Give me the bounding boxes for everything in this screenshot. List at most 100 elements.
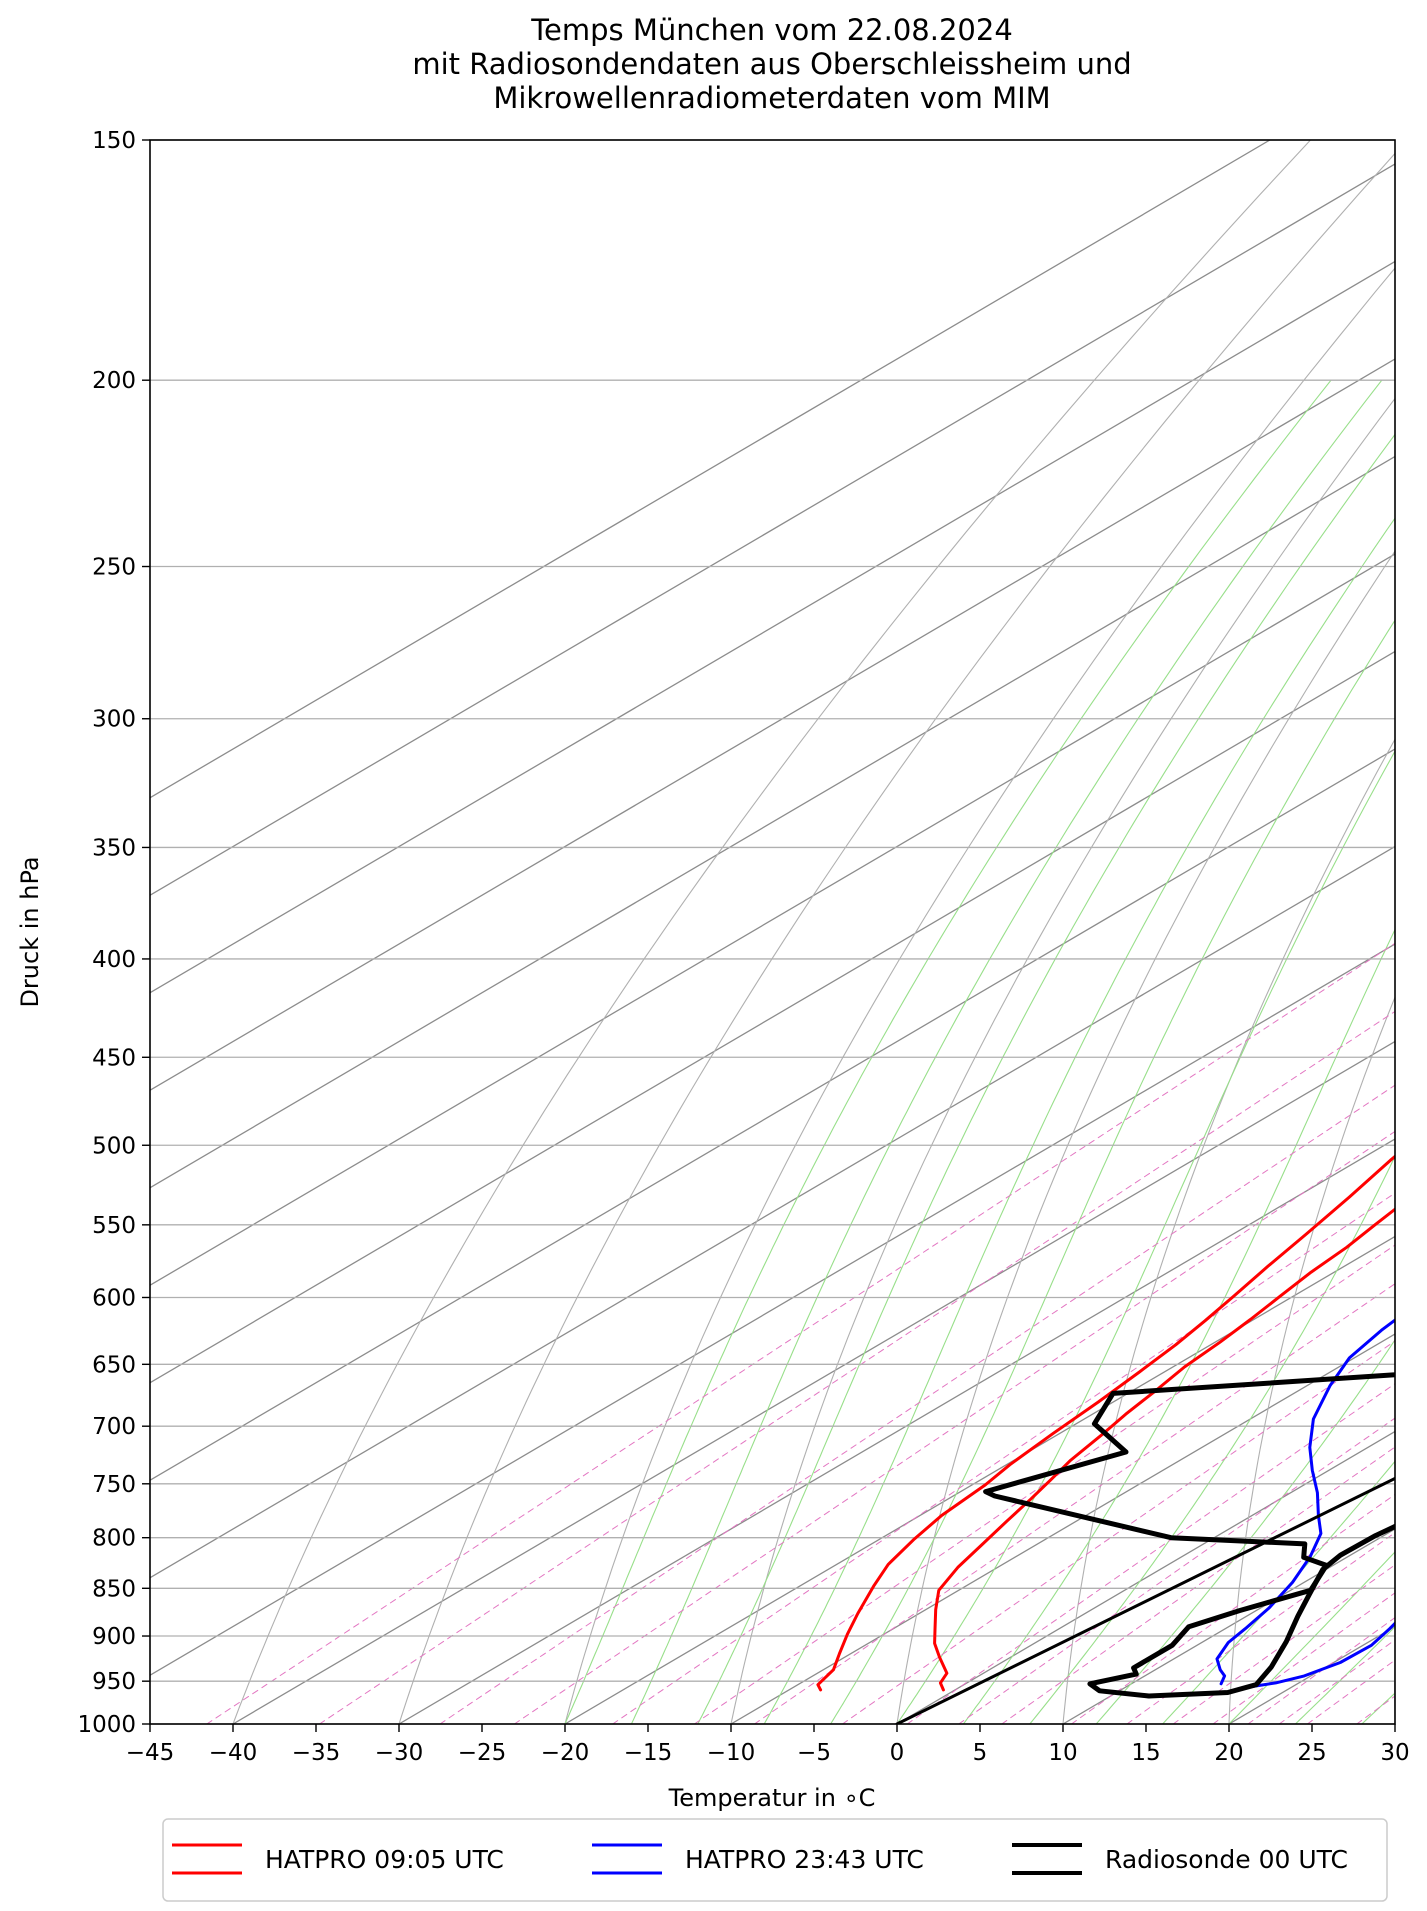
y-tick-label: 900 [92, 1624, 136, 1650]
moist-adiabat-line [565, 380, 1331, 1724]
y-axis: 150 200 250 300 350 400 450 500 550 600 650 700 750 8… [77, 128, 150, 1738]
mixing-ratio-line [694, 380, 1427, 1724]
series-line-1 [935, 567, 1427, 1690]
isotherm-line [0, 140, 1427, 1724]
y-axis-label: Druck in hPa [16, 856, 44, 1007]
x-tick-label: 15 [1131, 1740, 1160, 1766]
y-tick-label: 600 [92, 1285, 136, 1311]
x-tick-label: −25 [458, 1740, 507, 1766]
y-tick-label: 500 [92, 1133, 136, 1159]
x-tick-label: −20 [541, 1740, 590, 1766]
isotherm-line [399, 140, 1427, 1724]
isotherm-line [0, 140, 1427, 1724]
x-axis-label: Temperatur in ∘C [668, 1784, 876, 1812]
dry-adiabat-line [897, 140, 1427, 1724]
moist-adiabat-line [1295, 380, 1427, 1724]
x-tick-label: −15 [624, 1740, 673, 1766]
x-axis: −45 −40 −35 −30 −25 −20 −15 −10 −5 0 5 10 15 20 25 30 [126, 1724, 1410, 1766]
x-tick-label: −40 [209, 1740, 258, 1766]
mixing-ratio-line [755, 380, 1427, 1724]
y-tick-label: 250 [92, 555, 136, 581]
x-tick-label: 0 [890, 1740, 905, 1766]
mixing-ratio-line [1307, 380, 1427, 1724]
isotherm-line [0, 140, 1427, 1724]
moist-adiabat-line [764, 380, 1427, 1724]
x-tick-label: −45 [126, 1740, 175, 1766]
legend-label: HATPRO 09:05 UTC [265, 1845, 504, 1874]
x-tick-label: −30 [375, 1740, 424, 1766]
x-tick-label: 20 [1214, 1740, 1243, 1766]
y-tick-label: 200 [92, 368, 136, 394]
series-line-5 [986, 140, 1427, 1696]
x-tick-label: −5 [797, 1740, 831, 1766]
mixing-ratio-line [1279, 380, 1427, 1724]
isotherm-line [1229, 140, 1427, 1724]
y-tick-label: 1000 [77, 1712, 136, 1738]
isotherm-line [1063, 140, 1427, 1724]
isotherm-line [0, 140, 1427, 1724]
moist-adiabat-line [1163, 380, 1427, 1724]
plot-frame [150, 140, 1395, 1724]
dry-adiabat-line [1395, 140, 1427, 1724]
title-line-0: Temps München vom 22.08.2024 [530, 13, 1013, 47]
isotherm-line [67, 140, 1427, 1724]
isotherm-line [0, 140, 1427, 1724]
y-tick-label: 750 [92, 1472, 136, 1498]
y-tick-label: 400 [92, 947, 136, 973]
title-line-1: mit Radiosondendaten aus Oberschleisshei… [412, 47, 1131, 81]
isotherm-line [0, 140, 1427, 1724]
legend: HATPRO 09:05 UTC HATPRO 23:43 UTC Radioson… [163, 1819, 1387, 1901]
mixing-ratio-line [207, 380, 1427, 1724]
y-tick-label: 450 [92, 1045, 136, 1071]
mixing-ratio-line [1002, 380, 1427, 1724]
dry-adiabat-line [1063, 140, 1427, 1724]
moist-adiabat-line [963, 380, 1427, 1724]
x-tick-label: 10 [1048, 1740, 1077, 1766]
dry-adiabat-line [1229, 140, 1427, 1724]
isotherm-line [0, 140, 1270, 1724]
x-tick-label: 30 [1380, 1740, 1409, 1766]
y-tick-label: 950 [92, 1669, 136, 1695]
y-tick-label: 700 [92, 1414, 136, 1440]
isotherm-line [0, 140, 1427, 1724]
dry-adiabat-line [731, 140, 1427, 1724]
dry-adiabat-line [233, 140, 1311, 1724]
moist-adiabat-line [831, 380, 1427, 1724]
y-tick-label: 650 [92, 1352, 136, 1378]
x-tick-label: 25 [1297, 1740, 1326, 1766]
x-tick-label: −10 [707, 1740, 756, 1766]
mixing-ratio-line [320, 380, 1427, 1724]
isotherm-line [897, 140, 1427, 1724]
y-tick-label: 850 [92, 1576, 136, 1602]
mixing-ratio-line [1127, 380, 1427, 1724]
x-tick-label: −35 [292, 1740, 341, 1766]
mixing-ratio-line [1399, 380, 1427, 1724]
isotherm-line [1395, 140, 1427, 1724]
y-tick-label: 550 [92, 1213, 136, 1239]
mixing-ratio-line [1248, 380, 1427, 1724]
pressure-grid [150, 140, 1395, 1724]
background-lines [0, 140, 1427, 1724]
moist-adiabat-line [698, 380, 1427, 1724]
series-line-4 [1149, 140, 1427, 1696]
isotherm-line [0, 140, 1427, 1724]
y-tick-label: 150 [92, 128, 136, 154]
y-tick-label: 800 [92, 1526, 136, 1552]
isotherm-line [233, 140, 1427, 1724]
mixing-ratio-line [843, 380, 1427, 1724]
y-tick-label: 300 [92, 707, 136, 733]
y-tick-label: 350 [92, 835, 136, 861]
mixing-ratio-line [959, 380, 1427, 1724]
moist-adiabat-line [1229, 380, 1427, 1724]
title-line-2: Mikrowellenradiometerdaten vom MIM [493, 81, 1050, 115]
dry-adiabat-line [399, 140, 1407, 1724]
legend-label: Radiosonde 00 UTC [1105, 1845, 1348, 1874]
series-line-3 [1253, 590, 1427, 1687]
x-tick-label: 5 [973, 1740, 988, 1766]
isotherm-line [731, 140, 1427, 1724]
mixing-ratio-line [1357, 380, 1427, 1724]
legend-label: HATPRO 23:43 UTC [685, 1845, 924, 1874]
